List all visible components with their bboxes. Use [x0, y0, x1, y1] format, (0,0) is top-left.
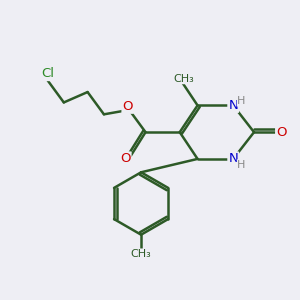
- Text: CH₃: CH₃: [174, 74, 195, 84]
- Text: O: O: [122, 100, 133, 113]
- Text: Cl: Cl: [41, 67, 54, 80]
- Text: O: O: [120, 152, 130, 165]
- Text: H: H: [237, 160, 246, 170]
- Text: CH₃: CH₃: [131, 249, 152, 259]
- Text: H: H: [237, 96, 246, 106]
- Text: N: N: [228, 99, 238, 112]
- Text: O: O: [276, 126, 286, 139]
- Text: N: N: [228, 152, 238, 165]
